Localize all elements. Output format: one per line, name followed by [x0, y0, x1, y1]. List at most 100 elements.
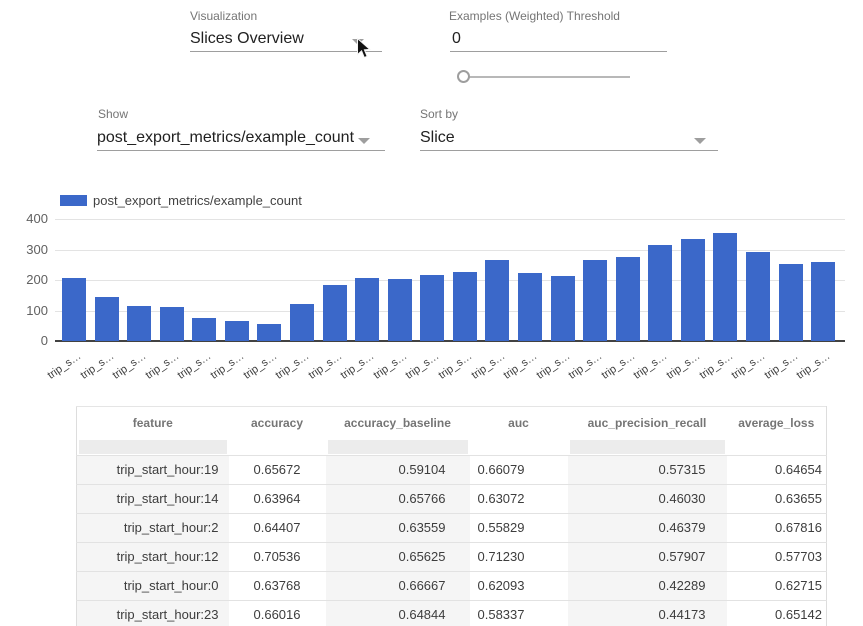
show-metric-select[interactable]: post_export_metrics/example_count: [97, 127, 385, 151]
bar[interactable]: [420, 275, 444, 341]
table-cell: 0.57703: [727, 542, 827, 571]
bar[interactable]: [95, 297, 119, 341]
table-cell: 0.63559: [326, 513, 470, 542]
threshold-value: 0: [452, 30, 461, 48]
x-axis-tick-label: trip_s…: [697, 350, 735, 382]
threshold-slider-thumb[interactable]: [457, 70, 470, 83]
x-axis-tick-label: trip_s…: [599, 350, 637, 382]
bar[interactable]: [257, 324, 281, 341]
x-axis-tick-label: trip_s…: [371, 350, 409, 382]
table-cell: 0.63655: [727, 484, 827, 513]
table-cell: 0.65142: [727, 600, 827, 626]
bar[interactable]: [681, 239, 705, 341]
x-axis-tick-label: trip_s…: [46, 350, 84, 382]
mouse-cursor-icon: [357, 38, 371, 59]
column-filter-input[interactable]: [472, 440, 566, 454]
bar[interactable]: [811, 262, 835, 341]
table-cell: 0.63072: [470, 484, 568, 513]
bar[interactable]: [551, 276, 575, 341]
x-axis-tick-label: trip_s…: [729, 350, 767, 382]
x-axis-tick-label: trip_s…: [241, 350, 279, 382]
table-cell: trip_start_hour:23: [77, 600, 229, 626]
gridline: [55, 219, 845, 220]
x-axis-tick-label: trip_s…: [306, 350, 344, 382]
y-axis-tick-label: 100: [8, 303, 48, 318]
table-row: trip_start_hour:20.644070.635590.558290.…: [77, 513, 827, 542]
table-cell: trip_start_hour:14: [77, 484, 229, 513]
bar[interactable]: [62, 278, 86, 341]
table-row: trip_start_hour:120.705360.656250.712300…: [77, 542, 827, 571]
bar[interactable]: [616, 257, 640, 341]
bar[interactable]: [453, 272, 477, 341]
x-axis-tick-label: trip_s…: [664, 350, 702, 382]
x-axis-tick-label: trip_s…: [501, 350, 539, 382]
column-header-feature[interactable]: feature: [77, 407, 229, 439]
sort-by-value: Slice: [420, 129, 455, 147]
bar[interactable]: [713, 233, 737, 341]
column-filter-row: [77, 439, 827, 456]
bar[interactable]: [127, 306, 151, 341]
table-cell: trip_start_hour:0: [77, 571, 229, 600]
x-axis-tick-label: trip_s…: [762, 350, 800, 382]
table-cell: 0.66667: [326, 571, 470, 600]
column-filter-input[interactable]: [729, 440, 825, 454]
y-axis-tick-label: 300: [8, 242, 48, 257]
table-cell: 0.59104: [326, 455, 470, 484]
y-axis-tick-label: 400: [8, 211, 48, 226]
column-header-accuracy_baseline[interactable]: accuracy_baseline: [326, 407, 470, 439]
table-cell: 0.66016: [229, 600, 326, 626]
table-cell: 0.70536: [229, 542, 326, 571]
bar[interactable]: [779, 264, 803, 341]
bar[interactable]: [583, 260, 607, 341]
column-header-auc[interactable]: auc: [470, 407, 568, 439]
column-filter-input[interactable]: [79, 440, 227, 454]
x-axis-tick-label: trip_s…: [176, 350, 214, 382]
column-filter-input[interactable]: [570, 440, 725, 454]
bar[interactable]: [648, 245, 672, 341]
chevron-down-icon: [694, 138, 706, 144]
table-cell: 0.65625: [326, 542, 470, 571]
table-cell: trip_start_hour:2: [77, 513, 229, 542]
column-header-auc_precision_recall[interactable]: auc_precision_recall: [568, 407, 727, 439]
table-row: trip_start_hour:140.639640.657660.630720…: [77, 484, 827, 513]
column-header-accuracy[interactable]: accuracy: [229, 407, 326, 439]
x-axis-tick-label: trip_s…: [436, 350, 474, 382]
bar[interactable]: [746, 252, 770, 341]
bar[interactable]: [192, 318, 216, 341]
column-header-average_loss[interactable]: average_loss: [727, 407, 827, 439]
x-axis-tick-label: trip_s…: [111, 350, 149, 382]
bar[interactable]: [388, 279, 412, 341]
bar[interactable]: [225, 321, 249, 341]
threshold-slider-track[interactable]: [458, 76, 630, 78]
table-cell: 0.71230: [470, 542, 568, 571]
x-axis-tick-label: trip_s…: [632, 350, 670, 382]
table-cell: 0.66079: [470, 455, 568, 484]
chevron-down-icon: [358, 138, 370, 144]
bar[interactable]: [290, 304, 314, 341]
table-cell: 0.55829: [470, 513, 568, 542]
x-axis-tick-label: trip_s…: [143, 350, 181, 382]
x-axis-tick-label: trip_s…: [469, 350, 507, 382]
table-cell: 0.64844: [326, 600, 470, 626]
bar[interactable]: [160, 307, 184, 341]
table-cell: 0.64654: [727, 455, 827, 484]
threshold-input[interactable]: 0: [450, 28, 667, 52]
table-cell: 0.65672: [229, 455, 326, 484]
bar[interactable]: [485, 260, 509, 341]
bar[interactable]: [518, 273, 542, 341]
column-filter-input[interactable]: [231, 440, 324, 454]
column-filter-input[interactable]: [328, 440, 468, 454]
table-cell: 0.62093: [470, 571, 568, 600]
table-row: trip_start_hour:00.637680.666670.620930.…: [77, 571, 827, 600]
threshold-label: Examples (Weighted) Threshold: [449, 9, 620, 23]
x-axis-tick-label: trip_s…: [208, 350, 246, 382]
y-axis-tick-label: 200: [8, 272, 48, 287]
table-cell: 0.62715: [727, 571, 827, 600]
metrics-table: featureaccuracyaccuracy_baselineaucauc_p…: [76, 406, 827, 626]
sort-by-select[interactable]: Slice: [420, 127, 718, 151]
bar[interactable]: [355, 278, 379, 341]
bar[interactable]: [323, 285, 347, 341]
y-axis-tick-label: 0: [8, 333, 48, 348]
visualization-select[interactable]: Slices Overview: [190, 28, 382, 52]
table-cell: 0.44173: [568, 600, 727, 626]
